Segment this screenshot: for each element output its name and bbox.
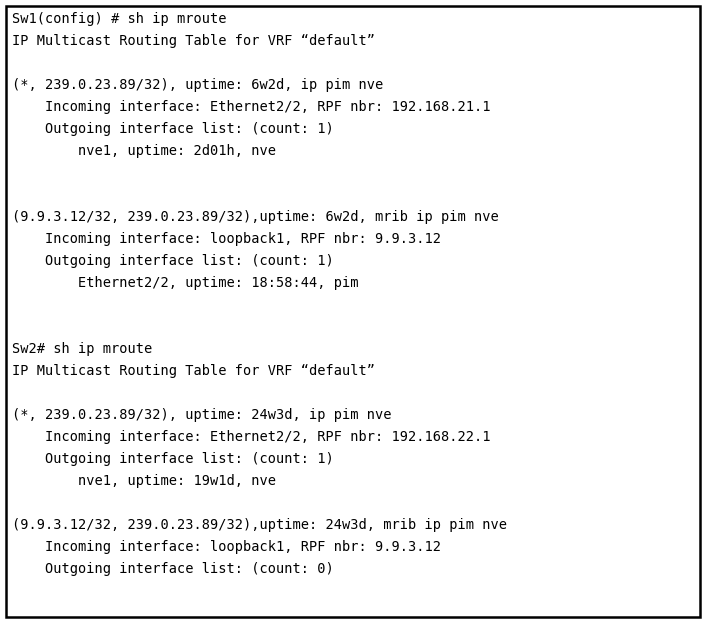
Text: Incoming interface: Ethernet2/2, RPF nbr: 192.168.22.1: Incoming interface: Ethernet2/2, RPF nbr… [12,430,491,444]
Text: IP Multicast Routing Table for VRF “default”: IP Multicast Routing Table for VRF “defa… [12,364,375,378]
Text: (9.9.3.12/32, 239.0.23.89/32),uptime: 6w2d, mrib ip pim nve: (9.9.3.12/32, 239.0.23.89/32),uptime: 6w… [12,210,498,224]
Text: Sw1(config) # sh ip mroute: Sw1(config) # sh ip mroute [12,12,227,26]
Text: Incoming interface: Ethernet2/2, RPF nbr: 192.168.21.1: Incoming interface: Ethernet2/2, RPF nbr… [12,100,491,114]
Text: (9.9.3.12/32, 239.0.23.89/32),uptime: 24w3d, mrib ip pim nve: (9.9.3.12/32, 239.0.23.89/32),uptime: 24… [12,518,507,532]
Text: (*, 239.0.23.89/32), uptime: 6w2d, ip pim nve: (*, 239.0.23.89/32), uptime: 6w2d, ip pi… [12,78,383,92]
Text: Outgoing interface list: (count: 1): Outgoing interface list: (count: 1) [12,122,334,136]
Text: Outgoing interface list: (count: 1): Outgoing interface list: (count: 1) [12,452,334,466]
Text: Sw2# sh ip mroute: Sw2# sh ip mroute [12,342,152,356]
Text: Ethernet2/2, uptime: 18:58:44, pim: Ethernet2/2, uptime: 18:58:44, pim [12,276,359,290]
Text: Outgoing interface list: (count: 0): Outgoing interface list: (count: 0) [12,562,334,576]
Text: (*, 239.0.23.89/32), uptime: 24w3d, ip pim nve: (*, 239.0.23.89/32), uptime: 24w3d, ip p… [12,408,392,422]
Text: Outgoing interface list: (count: 1): Outgoing interface list: (count: 1) [12,254,334,268]
Text: Incoming interface: loopback1, RPF nbr: 9.9.3.12: Incoming interface: loopback1, RPF nbr: … [12,540,441,554]
Text: IP Multicast Routing Table for VRF “default”: IP Multicast Routing Table for VRF “defa… [12,34,375,48]
Text: Incoming interface: loopback1, RPF nbr: 9.9.3.12: Incoming interface: loopback1, RPF nbr: … [12,232,441,246]
Text: nve1, uptime: 19w1d, nve: nve1, uptime: 19w1d, nve [12,474,276,488]
Text: nve1, uptime: 2d01h, nve: nve1, uptime: 2d01h, nve [12,144,276,158]
